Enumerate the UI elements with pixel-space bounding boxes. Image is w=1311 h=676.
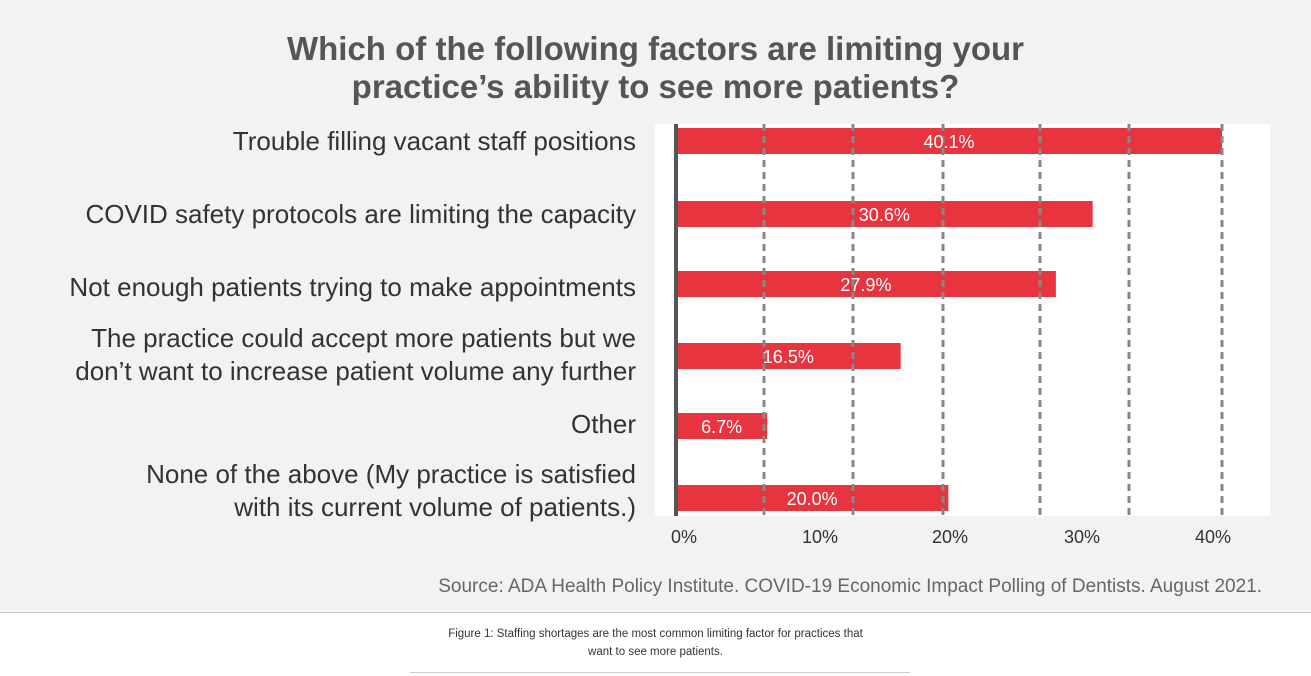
category-label: None of the above (My practice is satisf… bbox=[146, 458, 636, 524]
bar bbox=[676, 271, 1056, 297]
caption-line-1: Figure 1: Staffing shortages are the mos… bbox=[448, 628, 863, 640]
category-label: COVID safety protocols are limiting the … bbox=[85, 198, 636, 231]
value-label: 27.9% bbox=[840, 275, 891, 295]
category-label: Trouble filling vacant staff positions bbox=[233, 125, 636, 158]
caption-line-2: want to see more patients. bbox=[588, 646, 723, 658]
value-label: 6.7% bbox=[701, 417, 742, 437]
category-label-line: None of the above (My practice is satisf… bbox=[146, 459, 636, 489]
category-label-line: Not enough patients trying to make appoi… bbox=[69, 271, 636, 302]
x-tick-label: 40% bbox=[1194, 527, 1232, 547]
value-label: 40.1% bbox=[923, 132, 974, 152]
x-tick-label: 30% bbox=[1063, 527, 1101, 547]
bar bbox=[676, 485, 949, 511]
bar bbox=[676, 413, 768, 439]
category-label-line: The practice could accept more patients … bbox=[91, 323, 636, 353]
category-label-line: COVID safety protocols are limiting the … bbox=[85, 198, 636, 229]
x-tick-label: 20% bbox=[931, 527, 969, 547]
caption-divider bbox=[410, 672, 910, 673]
value-label: 20.0% bbox=[787, 489, 838, 509]
bar bbox=[676, 128, 1222, 154]
x-tick-label: 0% bbox=[670, 527, 698, 547]
bar-chart: 40.1% 30.6% 27.9% 16.5% 6.7% 20.0% bbox=[674, 124, 1224, 516]
category-label: The practice could accept more patients … bbox=[75, 322, 636, 388]
value-label: 30.6% bbox=[859, 205, 910, 225]
bar bbox=[676, 201, 1093, 227]
category-label: Other bbox=[571, 408, 636, 441]
chart-title-line-2: practice’s ability to see more patients? bbox=[351, 68, 960, 105]
category-label: Not enough patients trying to make appoi… bbox=[69, 271, 636, 304]
category-label-line: with its current volume of patients.) bbox=[234, 492, 636, 522]
category-label-line: Other bbox=[570, 408, 636, 439]
category-label-line: Trouble filling vacant staff positions bbox=[232, 125, 636, 156]
category-label-line: don’t want to increase patient volume an… bbox=[75, 356, 636, 386]
source-note: Source: ADA Health Policy Institute. COV… bbox=[438, 576, 1262, 597]
bar bbox=[676, 343, 901, 369]
chart-title-line-1: Which of the following factors are limit… bbox=[286, 30, 1025, 67]
x-tick-label: 10% bbox=[801, 527, 839, 547]
value-label: 16.5% bbox=[763, 347, 814, 367]
plot-area: 40.1% 30.6% 27.9% 16.5% 6.7% 20.0% bbox=[655, 124, 1270, 516]
figure-caption: Figure 1: Staffing shortages are the mos… bbox=[0, 625, 1311, 661]
